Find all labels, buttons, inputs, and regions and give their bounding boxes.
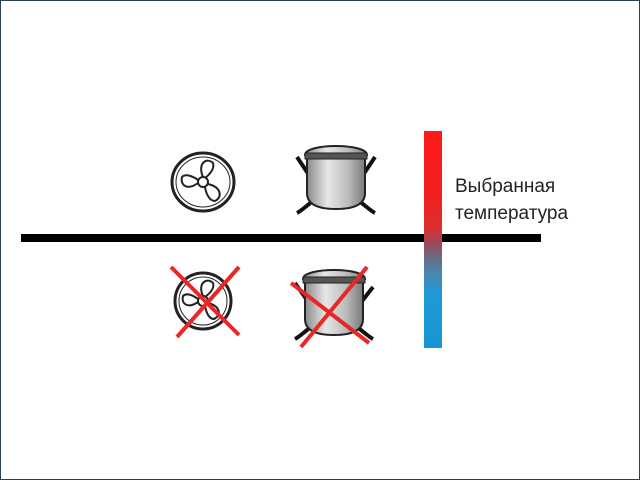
compressor-icon-crossed — [289, 265, 375, 349]
selected-temperature-label: Выбранная температура — [455, 173, 568, 227]
temperature-gradient-bar — [424, 131, 442, 348]
fan-icon — [170, 151, 236, 213]
threshold-line — [21, 234, 541, 242]
label-line-2: температура — [455, 203, 569, 224]
fan-icon-crossed — [169, 265, 241, 339]
label-line-1: Выбранная — [455, 176, 556, 197]
compressor-icon — [295, 145, 377, 215]
